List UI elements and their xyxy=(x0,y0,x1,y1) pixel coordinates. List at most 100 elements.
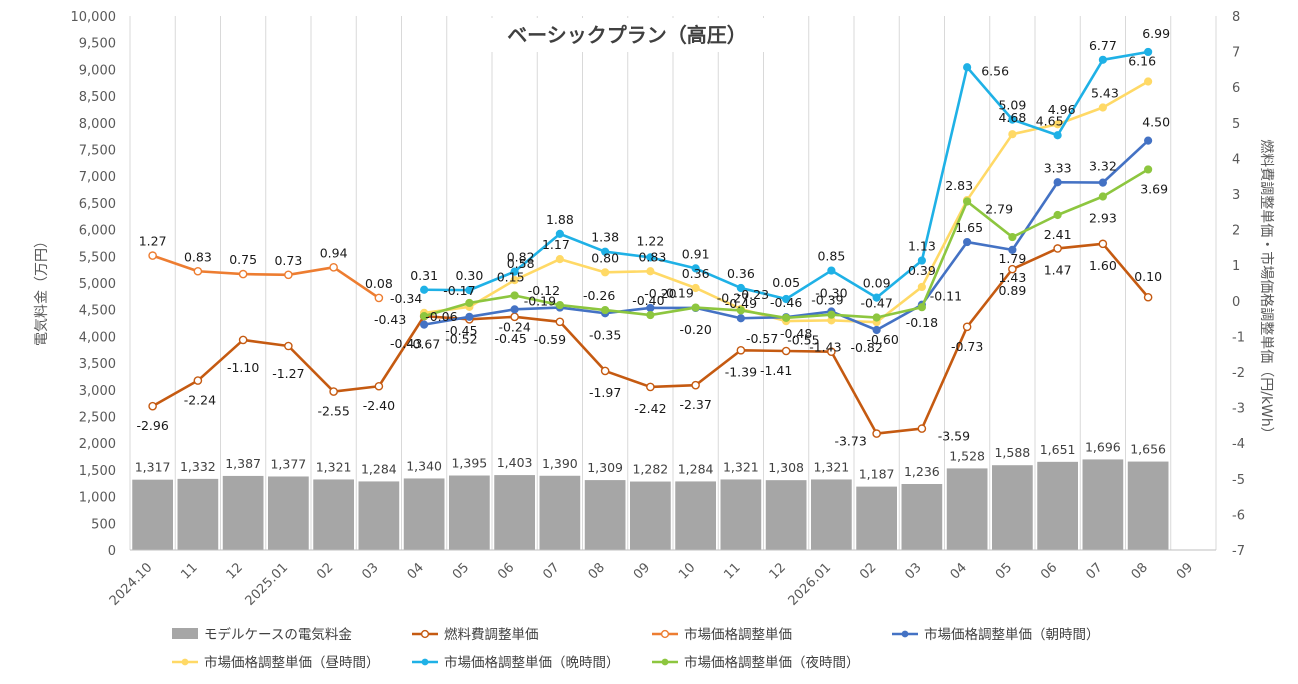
point-value-label: -2.55 xyxy=(317,404,349,419)
point-value-label: 3.33 xyxy=(1044,160,1072,175)
point-value-label: 0.05 xyxy=(772,275,800,290)
bar-value-label: 1,395 xyxy=(451,456,487,471)
point-value-label: 0.80 xyxy=(591,250,619,265)
bar xyxy=(494,475,535,550)
point-value-label: -2.37 xyxy=(679,397,711,412)
series-marker xyxy=(781,346,791,356)
point-value-label: 6.99 xyxy=(1142,26,1170,41)
point-value-label: -0.55 xyxy=(787,332,819,347)
series-marker xyxy=(917,424,927,433)
bar xyxy=(675,481,716,550)
y-right-tick-label: -7 xyxy=(1232,544,1245,559)
y-right-tick-label: -1 xyxy=(1232,330,1245,345)
series-marker xyxy=(510,276,519,285)
bar xyxy=(584,480,626,550)
series-marker xyxy=(872,293,881,302)
bar-value-label: 1,308 xyxy=(768,460,804,475)
point-value-label: 3.32 xyxy=(1089,159,1117,174)
point-value-label: -0.20 xyxy=(679,322,711,337)
y-axis-left-title: 電気料金（万円） xyxy=(34,234,50,346)
bar-value-label: 1,656 xyxy=(1130,442,1166,457)
bar-value-label: 1,317 xyxy=(135,460,171,475)
series-marker xyxy=(420,320,429,329)
bar xyxy=(313,479,354,550)
series-marker xyxy=(193,376,203,385)
point-value-label: -0.40 xyxy=(632,293,664,308)
series-line xyxy=(152,254,380,300)
series-marker xyxy=(148,401,157,411)
point-value-label: 0.30 xyxy=(455,268,483,283)
point-value-label: 2.41 xyxy=(1044,227,1072,242)
series-marker xyxy=(1053,210,1062,220)
legend-swatch-marker xyxy=(421,658,429,666)
y-left-tick-label: 10,000 xyxy=(71,10,117,25)
bar xyxy=(630,481,671,550)
series-marker xyxy=(782,294,791,304)
series-marker xyxy=(691,283,700,293)
y-left-tick-label: 3,000 xyxy=(79,384,116,399)
point-value-label: -0.59 xyxy=(534,332,566,347)
series-marker xyxy=(963,237,972,247)
point-value-label: -0.52 xyxy=(445,331,477,346)
series-marker xyxy=(1098,103,1107,112)
point-value-label: 0.08 xyxy=(365,276,393,291)
point-value-label: -0.39 xyxy=(811,293,843,308)
bar xyxy=(222,475,264,550)
legend-label: 市場価格調整単価（朝時間） xyxy=(924,626,1100,643)
point-value-label: -0.27 xyxy=(717,290,749,305)
point-value-label: -0.60 xyxy=(866,332,898,347)
y-right-tick-label: 2 xyxy=(1232,224,1240,239)
point-value-label: -1.39 xyxy=(725,364,757,379)
bar-value-label: 1,321 xyxy=(723,459,759,474)
bar-value-label: 1,236 xyxy=(904,464,940,479)
series-marker xyxy=(1008,130,1017,139)
y-left-tick-label: 7,500 xyxy=(79,144,116,159)
y-left-tick-label: 3,500 xyxy=(79,357,116,372)
series-marker xyxy=(555,229,564,238)
series-marker xyxy=(691,264,700,273)
point-value-label: 5.09 xyxy=(998,98,1026,113)
bar-value-label: 1,340 xyxy=(406,458,442,473)
bar xyxy=(901,483,943,550)
point-value-label: 1.47 xyxy=(1044,262,1072,277)
point-value-label: 0.75 xyxy=(229,252,257,267)
point-value-label: -1.41 xyxy=(760,363,792,378)
legend-label: 市場価格調整単価（夜時間） xyxy=(684,654,860,671)
series-marker xyxy=(601,247,610,256)
point-value-label: 5.43 xyxy=(1091,85,1119,100)
point-value-label: 4.65 xyxy=(1036,113,1064,128)
point-value-label: -0.43 xyxy=(374,312,406,327)
series-marker xyxy=(1144,77,1153,86)
series-marker xyxy=(420,285,429,294)
bar-value-label: 1,387 xyxy=(225,456,261,471)
point-value-label: 1.79 xyxy=(998,251,1026,266)
point-value-label: 0.85 xyxy=(817,249,845,264)
y-right-tick-label: 0 xyxy=(1232,295,1240,310)
point-value-label: -0.17 xyxy=(443,283,475,298)
y-left-tick-label: 0 xyxy=(108,544,116,559)
series-marker xyxy=(1008,115,1017,124)
point-value-label: -2.24 xyxy=(184,393,216,408)
bar xyxy=(946,468,988,550)
series-marker xyxy=(555,255,564,264)
bar xyxy=(449,475,490,550)
series-marker xyxy=(374,293,384,303)
bar-value-label: 1,651 xyxy=(1040,442,1076,457)
series-marker xyxy=(1053,120,1062,129)
y-right-tick-label: 1 xyxy=(1232,259,1240,274)
series-marker xyxy=(736,283,745,293)
legend-swatch-marker xyxy=(661,658,669,666)
series-marker xyxy=(600,366,610,376)
series-marker xyxy=(1098,55,1107,64)
point-value-label: 1.38 xyxy=(591,230,619,245)
series-marker xyxy=(148,251,157,260)
point-value-label: 0.89 xyxy=(998,283,1026,298)
bar-value-label: 1,403 xyxy=(497,455,533,470)
series-marker xyxy=(1144,165,1153,174)
point-value-label: -0.34 xyxy=(390,291,422,306)
series-marker xyxy=(963,63,972,72)
point-value-label: 0.10 xyxy=(1134,269,1162,284)
y-left-tick-label: 7,000 xyxy=(79,170,116,185)
point-value-label: -2.96 xyxy=(136,418,168,433)
y-right-tick-label: -3 xyxy=(1232,402,1245,417)
